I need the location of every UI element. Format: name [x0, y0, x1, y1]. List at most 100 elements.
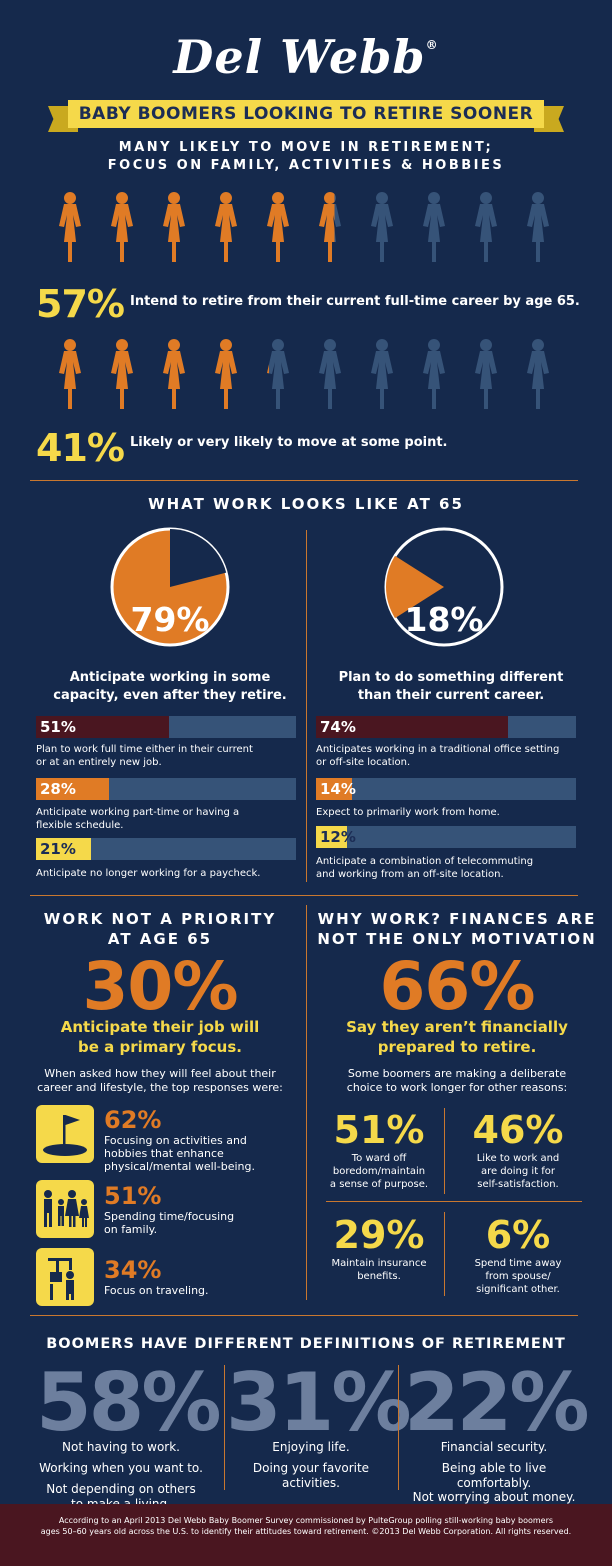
bar-percent: 28% — [40, 780, 76, 798]
bar-caption: or at an entirely new job. — [36, 757, 162, 768]
def-percent: 58% — [36, 1356, 221, 1449]
divider — [30, 1315, 578, 1316]
why-caption-2: prepared to retire. — [377, 1038, 537, 1056]
bar-fill — [316, 826, 348, 848]
def-line: comfortably. — [456, 1476, 532, 1490]
item-caption: Focusing on activities and — [104, 1134, 247, 1147]
item-percent: 51% — [104, 1182, 162, 1210]
definitions-title: BOOMERS HAVE DIFFERENT DEFINITIONS OF RE… — [46, 1336, 566, 1352]
retire-person-icon — [111, 192, 133, 262]
pie-left-percent: 79% — [130, 600, 210, 639]
bar-caption: or off-site location. — [316, 757, 411, 768]
move-person-icon — [319, 339, 341, 409]
move-person-icon — [475, 339, 497, 409]
subtitle-line-1: MANY LIKELY TO MOVE IN RETIREMENT; — [118, 140, 494, 155]
banner-title: BABY BOOMERS LOOKING TO RETIRE SOONER — [68, 100, 544, 128]
def-percent: 22% — [404, 1356, 589, 1449]
move-person-icon — [111, 339, 133, 409]
move-person-icon — [527, 339, 549, 409]
why-title-2: NOT THE ONLY MOTIVATION — [317, 930, 597, 948]
pie-left — [110, 527, 230, 647]
bar-percent: 14% — [320, 780, 356, 798]
pie-right-percent: 18% — [404, 600, 484, 639]
quad-caption: are doing it for — [480, 1166, 556, 1177]
quad-divider-v — [444, 1212, 445, 1296]
figure-row-retire — [52, 190, 567, 270]
retire-person-icon — [59, 192, 81, 262]
why-caption-1: Say they aren’t financially — [346, 1018, 568, 1036]
pie-left-caption-2: capacity, even after they retire. — [53, 688, 287, 703]
pie-left-caption-1: Anticipate working in some — [69, 670, 271, 685]
bar-caption: Expect to primarily work from home. — [316, 807, 500, 818]
quad-caption: To ward off — [351, 1153, 407, 1164]
bar-fill — [316, 716, 509, 738]
bar-percent: 51% — [40, 718, 76, 736]
work-65-title: WHAT WORK LOOKS LIKE AT 65 — [148, 495, 464, 513]
priority-caption-2: be a primary focus. — [78, 1038, 242, 1056]
column-divider — [306, 530, 307, 882]
retire-person-icon — [423, 192, 445, 262]
golf-flag-icon — [36, 1105, 94, 1163]
footer-line-1: According to an April 2013 Del Webb Baby… — [58, 1516, 554, 1525]
quad-divider-h — [326, 1201, 582, 1202]
priority-percent: 30% — [82, 948, 239, 1025]
retire-person-icon — [475, 192, 497, 262]
quad-caption: Spend time away — [474, 1258, 562, 1269]
traveler-icon — [36, 1248, 94, 1306]
def-line: Not having to work. — [62, 1440, 180, 1454]
item-caption: Spending time/focusing — [104, 1210, 235, 1223]
title-banner: BABY BOOMERS LOOKING TO RETIRE SOONER — [48, 100, 564, 134]
bar-left-full-time: 51% — [36, 716, 296, 738]
quad-caption: from spouse/ — [485, 1271, 551, 1282]
bar-percent: 21% — [40, 840, 76, 858]
del-webb-logo: Del Webb® — [173, 30, 439, 84]
pie-right-highlight-slice — [386, 555, 444, 619]
bar-caption: Anticipate working part-time or having a — [36, 807, 240, 818]
retire-person-icon — [371, 192, 393, 262]
divider — [30, 895, 578, 896]
def-line: Not worrying about money. — [412, 1490, 576, 1504]
def-line: Doing your favorite — [252, 1461, 370, 1475]
column-divider — [306, 905, 307, 1300]
bar-right-office: 74% — [316, 716, 576, 738]
quad-percent: 29% — [333, 1213, 425, 1257]
stat-move-percent: 41% — [36, 426, 125, 470]
why-intro-1: Some boomers are making a deliberate — [347, 1067, 567, 1080]
quad-caption: benefits. — [357, 1271, 401, 1282]
bar-percent: 12% — [320, 828, 356, 846]
pie-right-caption-2: than their current career. — [357, 688, 545, 703]
quad-caption: Like to work and — [476, 1153, 560, 1164]
bar-right-home: 14% — [316, 778, 576, 800]
why-percent: 66% — [379, 948, 536, 1025]
bar-left-no-paycheck: 21% — [36, 838, 296, 860]
item-caption: Focus on traveling. — [104, 1284, 209, 1297]
retire-person-icon — [267, 192, 289, 262]
move-person-icon — [163, 339, 185, 409]
retire-person-icon — [215, 192, 237, 262]
def-line: Enjoying life. — [272, 1440, 350, 1454]
footer-line-2: ages 50–60 years old across the U.S. to … — [40, 1527, 572, 1536]
def-line: Working when you want to. — [39, 1461, 203, 1475]
pie-right-caption-1: Plan to do something different — [338, 670, 564, 685]
why-title-1: WHY WORK? FINANCES ARE — [317, 910, 597, 928]
def-line: Being able to live — [441, 1461, 547, 1475]
move-person-icon — [371, 339, 393, 409]
pie-right — [384, 527, 504, 647]
stat-move-text: Likely or very likely to move at some po… — [130, 435, 448, 450]
quad-percent: 51% — [333, 1108, 425, 1152]
quad-percent: 6% — [485, 1213, 551, 1257]
move-person-icon — [215, 339, 237, 409]
bar-left-part-time: 28% — [36, 778, 296, 800]
bar-fill — [316, 778, 353, 800]
bar-caption: Plan to work full time either in their c… — [36, 744, 253, 755]
item-percent: 62% — [104, 1106, 162, 1134]
bar-caption: Anticipate no longer working for a paych… — [36, 868, 261, 879]
quad-caption: boredom/maintain — [332, 1166, 426, 1177]
priority-title-2: AT AGE 65 — [107, 930, 213, 948]
family-icon — [36, 1180, 94, 1238]
item-caption: physical/mental well-being. — [104, 1160, 255, 1173]
quad-caption: significant other. — [476, 1284, 560, 1295]
def-line: Financial security. — [440, 1440, 548, 1454]
bar-percent: 74% — [320, 718, 356, 736]
def-line: activities. — [282, 1476, 340, 1490]
